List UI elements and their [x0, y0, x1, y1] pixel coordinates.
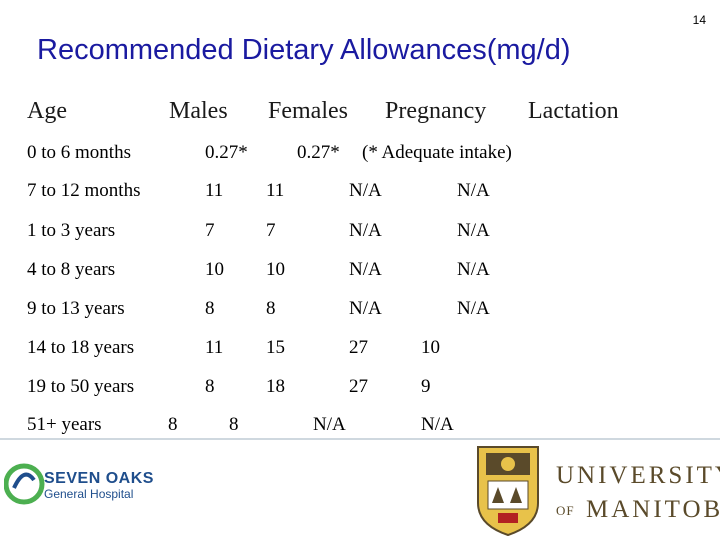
row-value: 27	[349, 337, 368, 358]
row-value: N/A	[457, 180, 490, 201]
row-value: 8	[205, 376, 215, 397]
row-age: 1 to 3 years	[27, 220, 116, 241]
row-value: N/A	[349, 259, 382, 280]
row-value: N/A	[313, 414, 346, 435]
footer-divider	[0, 438, 720, 440]
seven-oaks-name: SEVEN OAKS	[44, 470, 154, 487]
row-value: 11	[205, 337, 224, 358]
header-males: Males	[169, 98, 228, 124]
row-value: 18	[266, 376, 285, 397]
row-note: (* Adequate intake)	[362, 142, 512, 163]
row-age: 7 to 12 months	[27, 180, 141, 201]
seven-oaks-subtitle: General Hospital	[44, 487, 134, 501]
row-value: 8	[205, 298, 215, 319]
university-of: OF	[556, 503, 575, 518]
row-age: 19 to 50 years	[27, 376, 135, 397]
row-age: 0 to 6 months	[27, 142, 131, 163]
row-value: 15	[266, 337, 285, 358]
row-value: N/A	[457, 298, 490, 319]
row-value: 8	[266, 298, 276, 319]
row-value: 10	[266, 259, 285, 280]
university-line1: UNIVERSITY	[556, 462, 720, 489]
row-value: N/A	[349, 180, 382, 201]
row-value: 9	[421, 376, 431, 397]
row-age: 4 to 8 years	[27, 259, 116, 280]
row-value: N/A	[457, 259, 490, 280]
header-lactation: Lactation	[528, 98, 619, 124]
university-of-manitoba-logo-icon	[468, 441, 720, 540]
row-value: 7	[205, 220, 215, 241]
row-value: 11	[266, 180, 285, 201]
row-value: 7	[266, 220, 276, 241]
row-value: 11	[205, 180, 224, 201]
row-age: 51+ years	[27, 414, 102, 435]
row-age: 14 to 18 years	[27, 337, 135, 358]
row-value: N/A	[349, 220, 382, 241]
slide-number: 14	[692, 13, 706, 27]
row-value: 10	[205, 259, 224, 280]
row-value: 10	[421, 337, 440, 358]
header-pregnancy: Pregnancy	[385, 98, 487, 124]
row-value: N/A	[349, 298, 382, 319]
row-value: 27	[349, 376, 368, 397]
row-value: 0.27*	[297, 142, 340, 163]
header-females: Females	[268, 98, 348, 124]
row-age: 9 to 13 years	[27, 298, 125, 319]
header-age: Age	[27, 98, 67, 124]
row-value: N/A	[457, 220, 490, 241]
row-value: 8	[229, 414, 239, 435]
seven-oaks-logo-icon	[4, 463, 45, 505]
slide-title: Recommended Dietary Allowances(mg/d)	[37, 34, 571, 66]
university-line2: MANITOBA	[586, 496, 720, 523]
row-value: 0.27*	[205, 142, 248, 163]
row-value: 8	[168, 414, 178, 435]
row-value: N/A	[421, 414, 454, 435]
